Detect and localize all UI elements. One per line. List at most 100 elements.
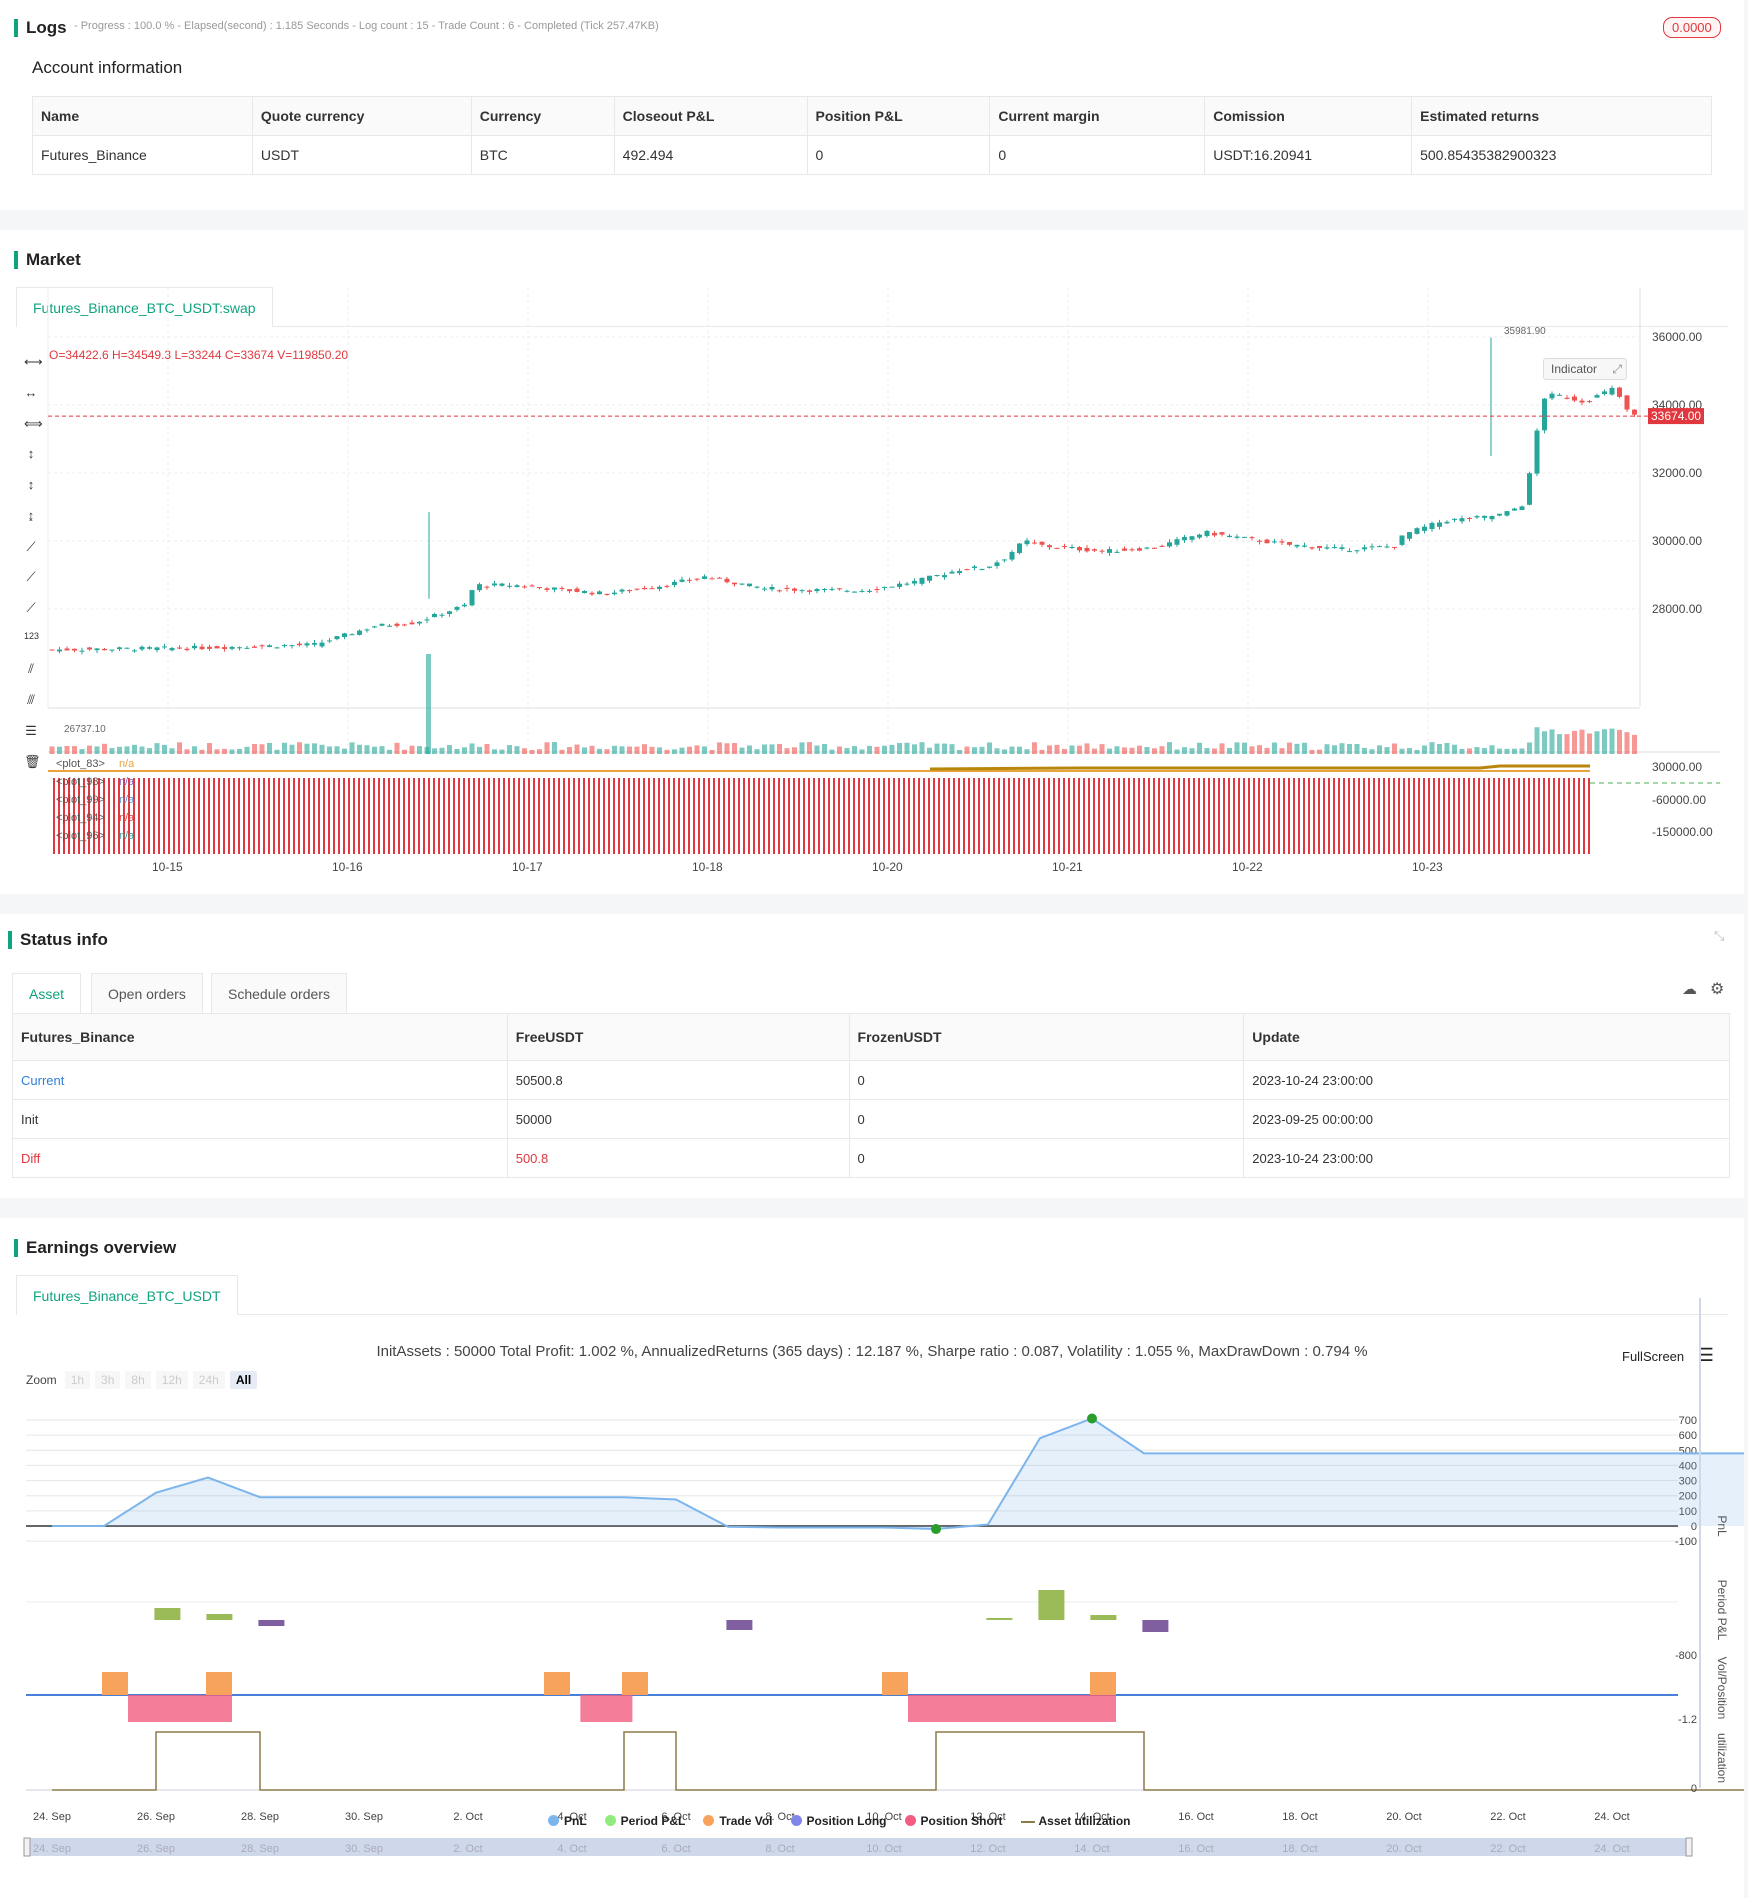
candle-body [567, 589, 572, 592]
volume-bar [889, 744, 895, 754]
vertical-ray-icon[interactable]: ↨ [27, 508, 35, 523]
indicator-button[interactable]: Indicator ⤢ [1543, 358, 1627, 380]
zoom-option-1h[interactable]: 1h [64, 1371, 91, 1389]
extended-line-icon[interactable]: ⟺ [24, 416, 43, 431]
candle-body [1617, 387, 1622, 397]
account-col-header: Currency [470, 96, 615, 136]
candle-body [409, 622, 415, 625]
earnings-title: Earnings overview [14, 1238, 176, 1258]
candle-body [1399, 535, 1405, 545]
gear-icon[interactable]: ⚙ [1710, 981, 1725, 998]
candle-body [1257, 540, 1262, 542]
price-tick: 36000.00 [1652, 330, 1702, 344]
tab-asset[interactable]: Asset [12, 973, 82, 1013]
legend-item[interactable]: Asset utilization [1020, 1814, 1131, 1828]
volume-bar [1264, 747, 1270, 754]
volume-bar [1594, 731, 1600, 754]
price-label-icon[interactable]: 123 [24, 631, 40, 641]
volume-bar [1219, 743, 1225, 754]
candle-body [1204, 530, 1210, 537]
zoom-option-8h[interactable]: 8h [125, 1371, 151, 1389]
pitchfork-icon[interactable]: ⫻ [27, 692, 35, 707]
volume-bar [1242, 742, 1247, 754]
date-tick: 10-18 [692, 860, 723, 874]
volume-bar [1369, 749, 1375, 754]
legend-item[interactable]: Position Short [904, 1814, 1003, 1828]
trade-vol-bar [1090, 1672, 1116, 1695]
collapse-icon[interactable]: ⤡ [1714, 928, 1725, 943]
horizontal-ray-icon[interactable]: ↔ [24, 385, 38, 400]
candle-body [1512, 508, 1517, 511]
volume-bar [1617, 729, 1622, 754]
ray-line-icon[interactable]: ⟋ [26, 569, 36, 584]
candle-body [402, 624, 407, 626]
legend-item[interactable]: Trade Vol [703, 1814, 773, 1828]
candle-body [799, 590, 805, 592]
tab-market-symbol[interactable]: Futures_Binance_BTC_USDT:swap [16, 287, 273, 327]
candle-body [1609, 387, 1615, 395]
volume-bar [694, 745, 700, 754]
cloud-download-icon[interactable]: ☁ [1682, 981, 1697, 998]
trend-line-icon[interactable]: ⟋ [26, 539, 36, 554]
zoom-option-All[interactable]: All [229, 1371, 258, 1389]
vertical-line-icon[interactable]: ↕ [27, 446, 35, 461]
candle-body [1122, 548, 1127, 551]
asset-cell: Current [12, 1060, 508, 1100]
volume-bar [1467, 748, 1472, 754]
zoom-option-3h[interactable]: 3h [95, 1371, 121, 1389]
candle-body [1047, 545, 1052, 548]
candle-body [657, 586, 662, 590]
axis-title: PnL [1715, 1515, 1729, 1537]
vertical-segment-icon[interactable]: ↕ [27, 477, 35, 492]
legend-item[interactable]: PnL [548, 1814, 587, 1828]
date-tick: 28. Sep [241, 1811, 279, 1823]
zoom-option-24h[interactable]: 24h [192, 1371, 225, 1389]
candle-body [1077, 547, 1082, 551]
volume-bar [784, 748, 790, 754]
candle-body [522, 586, 527, 588]
volume-bar [1392, 743, 1397, 754]
candle-body [747, 583, 752, 587]
horizontal-line-icon[interactable]: ⟷ [24, 354, 43, 369]
menu-icon[interactable]: ☰ [1697, 1345, 1714, 1365]
candle-body [589, 592, 595, 595]
legend-item[interactable]: Period P&L [604, 1814, 686, 1828]
volume-bar [544, 742, 550, 754]
legend-label: Period P&L [620, 1814, 686, 1828]
candle-body [717, 577, 722, 579]
tab-schedule-orders[interactable]: Schedule orders [211, 973, 347, 1013]
candle-body [342, 633, 347, 638]
tab-earnings-symbol[interactable]: Futures_Binance_BTC_USDT [16, 1275, 238, 1315]
navigator-tick: 30. Sep [345, 1843, 383, 1855]
account-col-header: Comission [1204, 96, 1413, 136]
util-tick: 0 [1691, 1783, 1697, 1795]
candle-body [1009, 551, 1015, 560]
expand-icon[interactable]: ⤢ [1612, 362, 1622, 376]
volume-bar [1099, 744, 1105, 754]
volume-bar [1062, 748, 1067, 754]
tab-open-orders[interactable]: Open orders [91, 973, 203, 1013]
fullscreen-button[interactable]: FullScreen ☰ [1622, 1345, 1714, 1366]
candle-body [994, 562, 1000, 567]
volume-bar [1354, 743, 1360, 754]
trash-icon[interactable]: 🗑 [24, 754, 41, 769]
volume-bar [762, 744, 767, 754]
candle-body [192, 645, 197, 649]
legend-item[interactable]: Position Long [790, 1814, 887, 1828]
earnings-chart: 7006005004003002001000-100-800-1.20PnLPe… [23, 1298, 1744, 1857]
navigator-handle-left [23, 1837, 31, 1857]
vol-tick: -1.2 [1678, 1714, 1697, 1726]
candle-body [1324, 547, 1330, 549]
zoom-option-12h[interactable]: 12h [155, 1371, 188, 1389]
volume-bar [612, 745, 617, 754]
volume-bar [184, 749, 190, 754]
segment-icon[interactable]: ⟋ [26, 600, 36, 615]
navigator-tick: 10. Oct [866, 1843, 901, 1855]
candle-body [702, 576, 707, 579]
util-line [52, 1731, 1744, 1791]
volume-bar [964, 746, 970, 754]
fib-lines-icon[interactable]: ☰ [25, 723, 37, 738]
pnl-tick: 700 [1679, 1415, 1697, 1427]
navigator-tick: 28. Sep [241, 1843, 279, 1855]
parallel-channel-icon[interactable]: ⫽ [28, 661, 34, 676]
